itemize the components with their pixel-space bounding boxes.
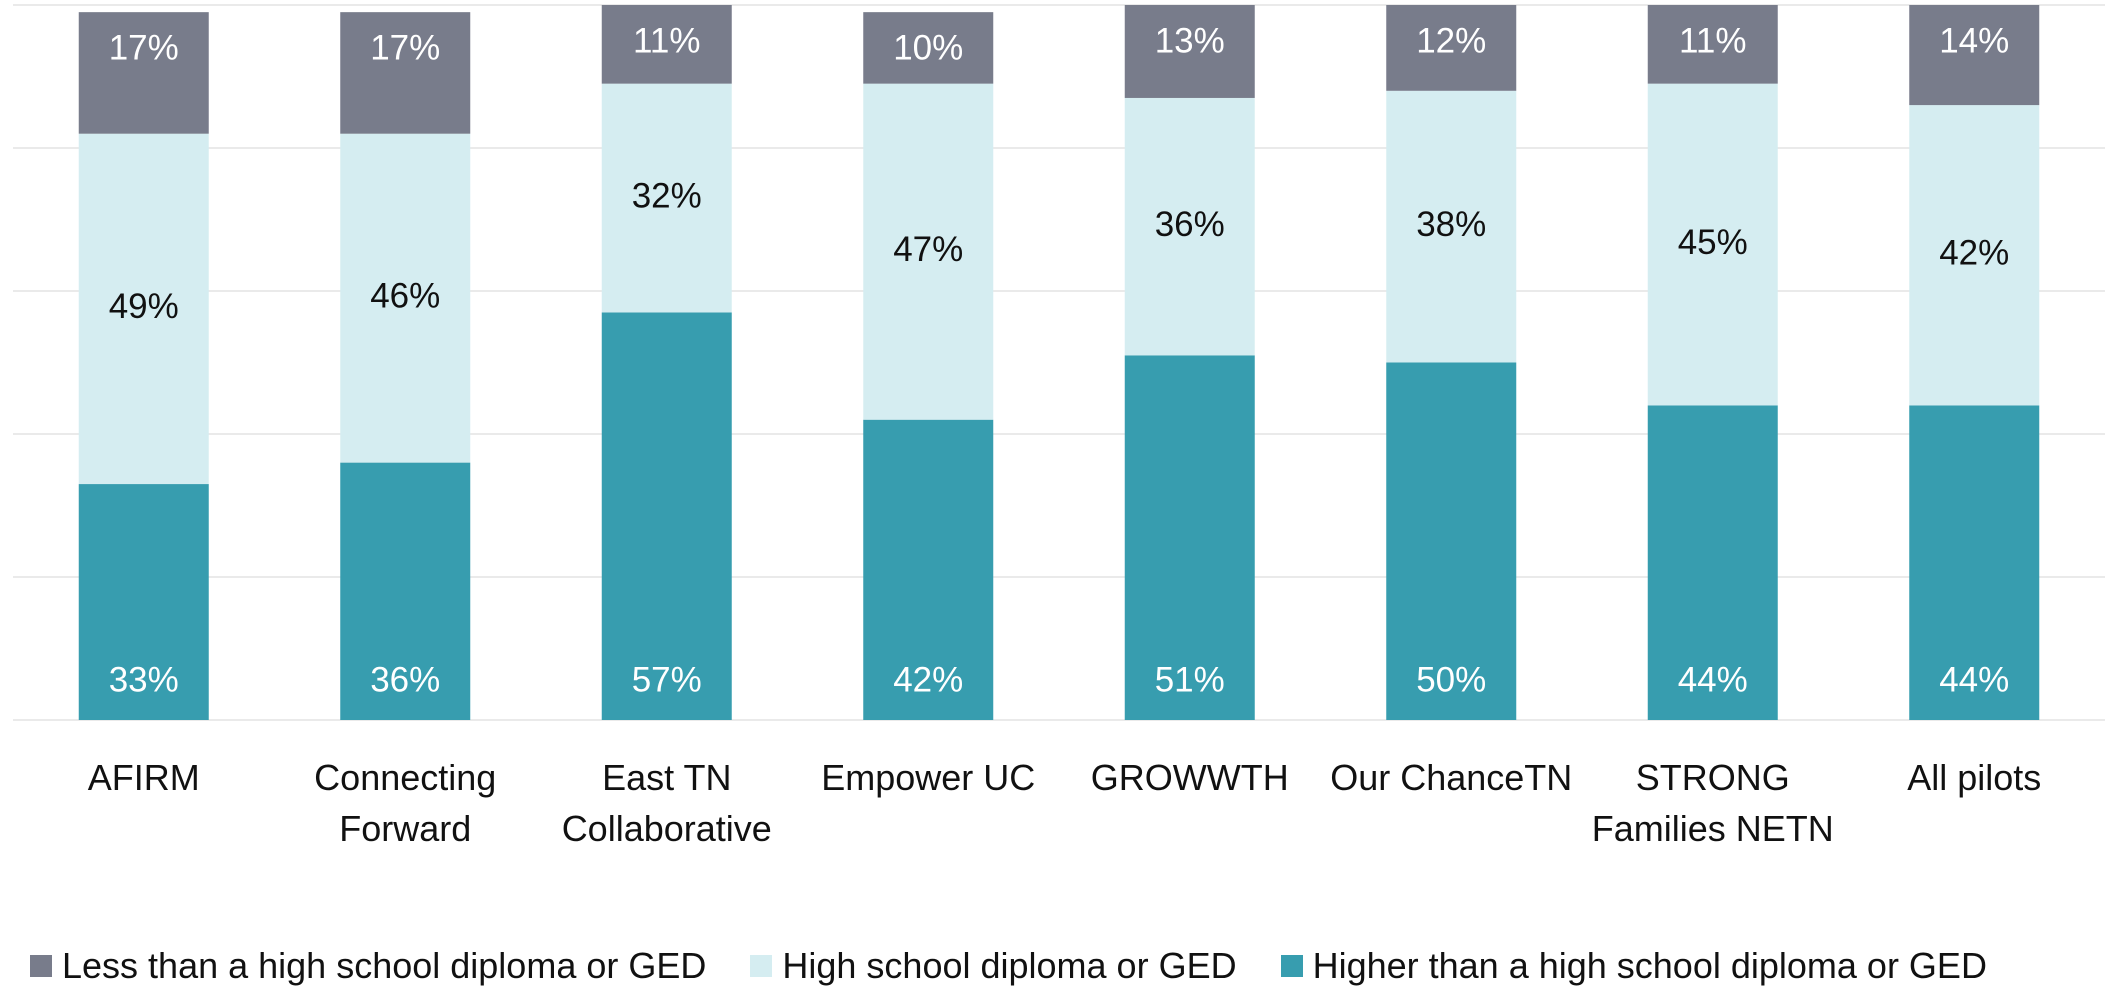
data-label: 51% — [1155, 660, 1225, 699]
data-label: 45% — [1678, 223, 1748, 262]
bar-segment — [1386, 5, 1517, 91]
bar-segment — [1909, 105, 2040, 406]
x-tick-label: Empower UC — [821, 757, 1036, 798]
x-tick-label: Our ChanceTN — [1330, 757, 1573, 798]
data-label: 57% — [632, 660, 702, 699]
bar-segment — [601, 5, 732, 84]
bar-segment — [1909, 405, 2040, 720]
data-label: 36% — [370, 660, 440, 699]
data-label: 42% — [1939, 234, 2009, 273]
bar-segment — [601, 83, 732, 313]
bar-segment — [1124, 5, 1255, 98]
bar-segment — [1909, 5, 2040, 106]
x-tick-label: All pilots — [1907, 757, 2042, 798]
bar-segment — [1386, 90, 1517, 363]
bar-segment — [340, 462, 471, 720]
bar-segment — [1386, 362, 1517, 720]
legend-label: High school diploma or GED — [782, 945, 1237, 986]
x-tick-label: AFIRM — [87, 757, 200, 798]
legend-item: Higher than a high school diploma or GED — [1280, 945, 1987, 987]
data-label: 49% — [109, 287, 179, 326]
bar-segment — [1647, 83, 1778, 406]
x-tick-label: GROWWTH — [1090, 757, 1289, 798]
legend-swatch — [1280, 955, 1303, 977]
x-tick-label: STRONG Families NETN — [1591, 757, 1834, 849]
data-label: 42% — [893, 660, 963, 699]
bar-segment — [1647, 5, 1778, 84]
bar-segment — [78, 484, 209, 720]
data-label: 11% — [1679, 21, 1746, 60]
bar-segment — [1647, 405, 1778, 720]
bar-segment — [601, 312, 732, 720]
bar-segment — [78, 133, 209, 485]
bar-segment — [340, 133, 471, 463]
data-label: 13% — [1155, 21, 1225, 60]
bar-segment — [1124, 97, 1255, 356]
bar-segment — [340, 12, 471, 134]
legend-swatch — [30, 955, 52, 977]
data-label: 32% — [632, 176, 702, 215]
legend: Less than a high school diploma or GED Hi… — [30, 945, 1987, 987]
bar-segment — [863, 83, 994, 420]
legend-swatch — [750, 955, 773, 977]
x-tick-label: East TN Collaborative — [561, 757, 772, 849]
data-label: 44% — [1678, 660, 1748, 699]
data-label: 46% — [370, 276, 440, 315]
bar-segment — [78, 12, 209, 134]
data-label: 17% — [109, 28, 179, 67]
data-label: 36% — [1155, 205, 1225, 244]
data-label: 10% — [893, 28, 963, 67]
bar-segment — [863, 419, 994, 720]
legend-label: Less than a high school diploma or GED — [62, 945, 707, 986]
data-label: 12% — [1416, 21, 1486, 60]
legend-label: Higher than a high school diploma or GED — [1312, 945, 1987, 986]
bar-segment — [863, 12, 994, 84]
data-label: 33% — [109, 660, 179, 699]
data-label: 44% — [1939, 660, 2009, 699]
data-label: 47% — [893, 230, 963, 269]
data-label: 17% — [370, 28, 440, 67]
data-label: 50% — [1416, 660, 1486, 699]
data-label: 38% — [1416, 205, 1486, 244]
data-label: 14% — [1939, 21, 2009, 60]
data-label: 11% — [633, 21, 700, 60]
x-tick-label: Connecting Forward — [314, 757, 497, 849]
bar-segment — [1124, 355, 1255, 720]
legend-item: High school diploma or GED — [750, 945, 1237, 987]
legend-item: Less than a high school diploma or GED — [30, 945, 706, 987]
